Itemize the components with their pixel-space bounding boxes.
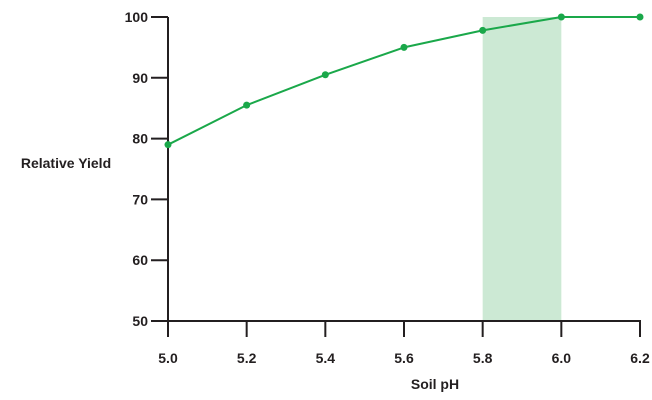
x-tick-label: 6.2 (630, 350, 650, 366)
x-tick-label: 5.4 (316, 350, 336, 366)
x-tick-label: 5.2 (237, 350, 257, 366)
y-axis-label: Relative Yield (21, 155, 111, 171)
y-tick-label: 100 (125, 9, 149, 25)
y-tick-label: 60 (132, 252, 148, 268)
data-point (243, 101, 251, 109)
y-tick-label: 70 (132, 191, 148, 207)
axis-layer: 50 60 70 80 90 100 5.0 5.2 5.4 5.6 5.8 6.0 6.2 (125, 9, 650, 366)
optimal-range-band (482, 17, 562, 321)
y-tick-label: 50 (132, 313, 148, 329)
data-point (479, 26, 487, 34)
data-point (400, 43, 408, 51)
series-line (167, 16, 640, 146)
x-tick-label: 5.8 (473, 350, 493, 366)
band-layer (482, 17, 562, 321)
y-tick-label: 80 (132, 131, 148, 147)
y-tick-label: 90 (132, 70, 148, 86)
x-axis-label: Soil pH (411, 376, 459, 392)
data-point (557, 13, 565, 21)
x-tick-label: 6.0 (552, 350, 572, 366)
data-point (636, 13, 644, 21)
data-point (321, 71, 329, 79)
label-layer: Relative Yield Soil pH (21, 155, 459, 392)
x-tick-label: 5.6 (394, 350, 414, 366)
data-point (164, 141, 172, 149)
x-tick-label: 5.0 (158, 350, 178, 366)
series-layer (164, 13, 644, 149)
